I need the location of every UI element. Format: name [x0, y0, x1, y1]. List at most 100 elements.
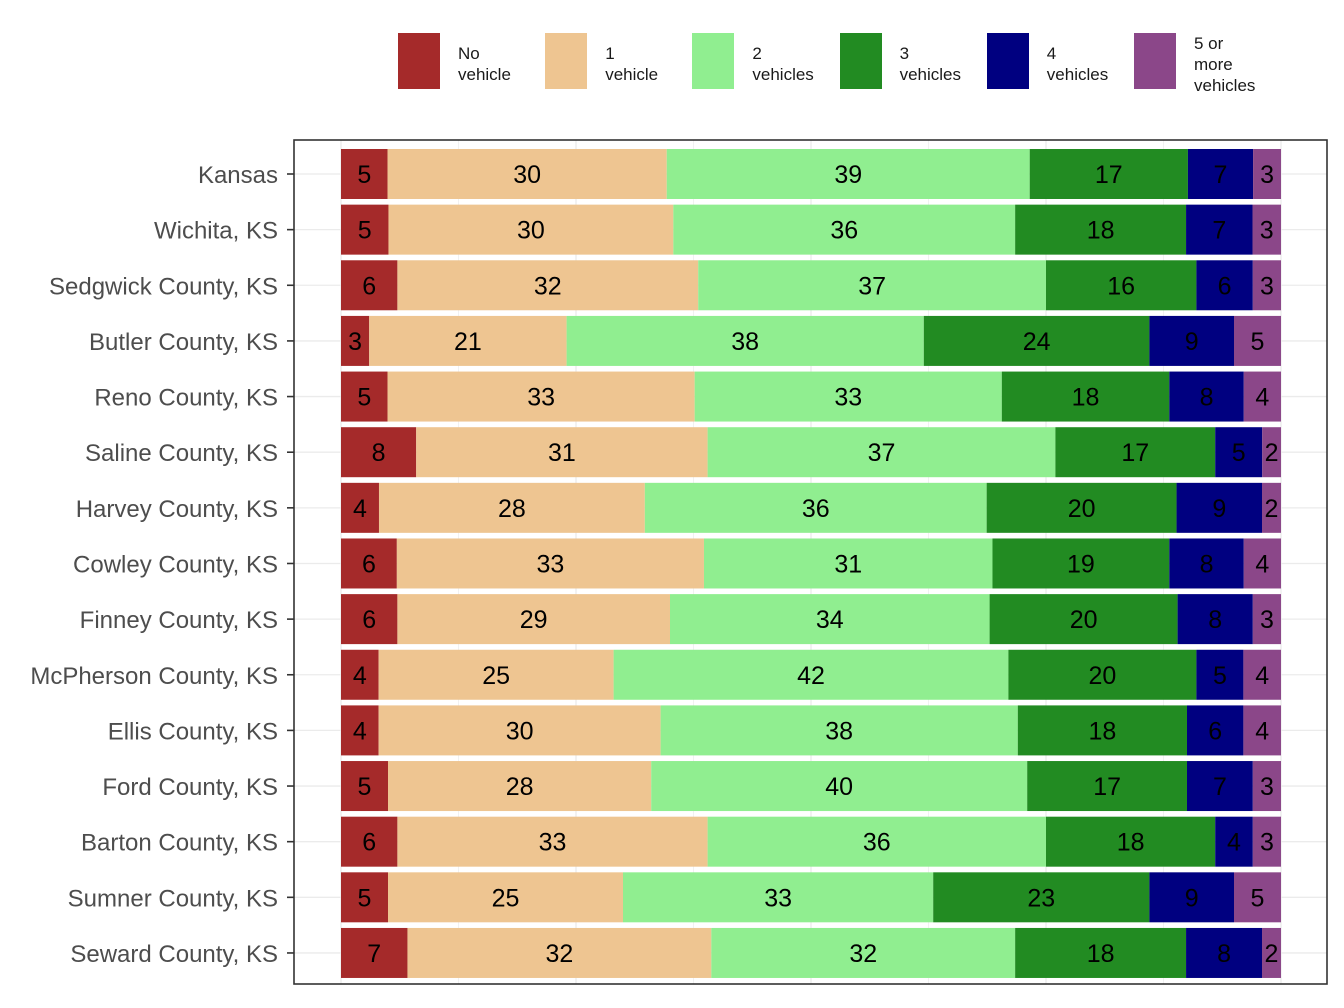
bar-label-ford-county-ks-3-vehicles: 17 — [1093, 773, 1121, 801]
bar-ellis-county-ks-5-or-more-vehicles — [1243, 705, 1281, 756]
bar-label-seward-county-ks-2-vehicles: 32 — [849, 940, 877, 968]
bar-wichita-ks-no-vehicle — [341, 204, 389, 255]
bar-kansas-1-vehicle — [387, 149, 667, 199]
bar-harvey-county-ks-no-vehicle — [341, 482, 379, 533]
bar-label-harvey-county-ks-4-vehicles: 9 — [1212, 495, 1226, 523]
bar-seward-county-ks-5-or-more-vehicles — [1262, 927, 1281, 978]
bar-label-ellis-county-ks-4-vehicles: 6 — [1208, 717, 1222, 745]
bar-label-sedgwick-county-ks-1-vehicle: 32 — [534, 272, 562, 300]
bar-sedgwick-county-ks-3-vehicles — [1046, 260, 1197, 311]
bar-label-ellis-county-ks-2-vehicles: 38 — [825, 717, 853, 745]
legend-label: 3 vehicles — [899, 44, 962, 84]
bar-label-sedgwick-county-ks-5-or-more-vehicles: 3 — [1260, 272, 1274, 300]
bar-label-sedgwick-county-ks-3-vehicles: 16 — [1107, 272, 1135, 300]
y-tick-label-reno-county-ks: Reno County, KS — [94, 385, 278, 412]
bar-label-sumner-county-ks-5-or-more-vehicles: 5 — [1251, 884, 1265, 912]
bar-label-kansas-1-vehicle: 30 — [513, 161, 541, 189]
bar-label-butler-county-ks-4-vehicles: 9 — [1185, 328, 1199, 356]
bar-mcpherson-county-ks-3-vehicles — [1008, 649, 1197, 700]
bar-barton-county-ks-2-vehicles — [707, 816, 1046, 867]
bar-cowley-county-ks-3-vehicles — [992, 538, 1170, 589]
bar-reno-county-ks-4-vehicles — [1169, 371, 1244, 422]
bar-seward-county-ks-4-vehicles — [1186, 927, 1263, 978]
bar-label-ellis-county-ks-5-or-more-vehicles: 4 — [1255, 717, 1269, 745]
bar-mcpherson-county-ks-2-vehicles — [613, 649, 1009, 700]
bar-label-sumner-county-ks-2-vehicles: 33 — [764, 884, 792, 912]
legend-swatch — [839, 33, 882, 89]
bar-ford-county-ks-4-vehicles — [1187, 761, 1253, 812]
bar-kansas-no-vehicle — [341, 149, 388, 199]
bar-label-kansas-no-vehicle: 5 — [357, 161, 371, 189]
bar-label-cowley-county-ks-2-vehicles: 31 — [834, 550, 862, 578]
bar-label-butler-county-ks-no-vehicle: 3 — [348, 328, 362, 356]
bar-butler-county-ks-5-or-more-vehicles — [1234, 315, 1281, 366]
bar-harvey-county-ks-4-vehicles — [1176, 482, 1263, 533]
bar-label-wichita-ks-1-vehicle: 30 — [517, 217, 545, 245]
bar-ellis-county-ks-3-vehicles — [1017, 705, 1187, 756]
bar-label-finney-county-ks-4-vehicles: 8 — [1208, 606, 1222, 634]
bar-label-wichita-ks-4-vehicles: 7 — [1212, 217, 1226, 245]
y-tick-label-sedgwick-county-ks: Sedgwick County, KS — [49, 273, 278, 300]
bar-saline-county-ks-1-vehicle — [416, 427, 708, 478]
bar-sumner-county-ks-3-vehicles — [933, 872, 1150, 923]
bar-label-sumner-county-ks-no-vehicle: 5 — [358, 884, 372, 912]
bar-label-sumner-county-ks-3-vehicles: 23 — [1027, 884, 1055, 912]
bar-label-saline-county-ks-3-vehicles: 17 — [1121, 439, 1149, 467]
bar-seward-county-ks-1-vehicle — [407, 927, 712, 978]
y-tick-label-mcpherson-county-ks: McPherson County, KS — [30, 663, 278, 690]
bar-finney-county-ks-no-vehicle — [341, 594, 398, 645]
bar-cowley-county-ks-no-vehicle — [341, 538, 397, 589]
bar-label-butler-county-ks-1-vehicle: 21 — [454, 328, 482, 356]
bar-label-reno-county-ks-5-or-more-vehicles: 4 — [1255, 384, 1269, 412]
legend-label: 1 vehicle — [605, 44, 659, 84]
bar-label-saline-county-ks-4-vehicles: 5 — [1232, 439, 1246, 467]
bar-label-saline-county-ks-2-vehicles: 37 — [868, 439, 896, 467]
bar-saline-county-ks-4-vehicles — [1215, 427, 1263, 478]
bar-label-ford-county-ks-1-vehicle: 28 — [506, 773, 534, 801]
bar-label-reno-county-ks-no-vehicle: 5 — [357, 384, 371, 412]
bar-harvey-county-ks-3-vehicles — [986, 482, 1177, 533]
bar-barton-county-ks-5-or-more-vehicles — [1252, 816, 1281, 867]
bar-ellis-county-ks-no-vehicle — [341, 705, 379, 756]
bar-sedgwick-county-ks-no-vehicle — [341, 260, 398, 311]
bar-label-kansas-5-or-more-vehicles: 3 — [1260, 161, 1274, 189]
bar-saline-county-ks-3-vehicles — [1055, 427, 1216, 478]
bar-label-ford-county-ks-no-vehicle: 5 — [358, 773, 372, 801]
y-tick-label-ford-county-ks: Ford County, KS — [102, 774, 278, 801]
bar-label-wichita-ks-5-or-more-vehicles: 3 — [1260, 217, 1274, 245]
bar-seward-county-ks-no-vehicle — [341, 927, 408, 978]
bar-label-kansas-3-vehicles: 17 — [1095, 161, 1123, 189]
y-tick-label-butler-county-ks: Butler County, KS — [89, 329, 278, 356]
bar-label-ellis-county-ks-3-vehicles: 18 — [1088, 717, 1116, 745]
bar-label-butler-county-ks-2-vehicles: 38 — [731, 328, 759, 356]
bar-barton-county-ks-3-vehicles — [1046, 816, 1216, 867]
bar-label-mcpherson-county-ks-no-vehicle: 4 — [353, 662, 367, 690]
bar-butler-county-ks-no-vehicle — [341, 315, 370, 366]
bar-wichita-ks-3-vehicles — [1015, 204, 1187, 255]
bar-label-harvey-county-ks-no-vehicle: 4 — [353, 495, 367, 523]
bar-sumner-county-ks-no-vehicle — [341, 872, 388, 923]
bar-label-ford-county-ks-4-vehicles: 7 — [1213, 773, 1227, 801]
bar-finney-county-ks-4-vehicles — [1177, 594, 1253, 645]
bar-wichita-ks-2-vehicles — [673, 204, 1016, 255]
bar-label-sedgwick-county-ks-no-vehicle: 6 — [362, 272, 376, 300]
bar-label-saline-county-ks-5-or-more-vehicles: 2 — [1265, 439, 1279, 467]
legend-swatch — [692, 33, 735, 89]
bar-label-ellis-county-ks-no-vehicle: 4 — [353, 717, 367, 745]
bar-label-seward-county-ks-3-vehicles: 18 — [1087, 940, 1115, 968]
bar-label-ellis-county-ks-1-vehicle: 30 — [506, 717, 534, 745]
bar-label-harvey-county-ks-5-or-more-vehicles: 2 — [1265, 495, 1279, 523]
plot-panel-border — [293, 139, 1328, 985]
bar-label-finney-county-ks-1-vehicle: 29 — [520, 606, 548, 634]
bar-label-barton-county-ks-5-or-more-vehicles: 3 — [1260, 829, 1274, 857]
legend-label: 4 vehicles — [1046, 44, 1109, 84]
bar-butler-county-ks-4-vehicles — [1149, 315, 1234, 366]
bar-barton-county-ks-no-vehicle — [341, 816, 398, 867]
bar-reno-county-ks-no-vehicle — [341, 371, 388, 422]
legend-label: 5 or more vehicles — [1194, 34, 1256, 95]
bar-label-sedgwick-county-ks-2-vehicles: 37 — [858, 272, 886, 300]
bar-label-cowley-county-ks-3-vehicles: 19 — [1067, 550, 1095, 578]
bar-label-mcpherson-county-ks-2-vehicles: 42 — [797, 662, 825, 690]
bar-ellis-county-ks-4-vehicles — [1187, 705, 1244, 756]
